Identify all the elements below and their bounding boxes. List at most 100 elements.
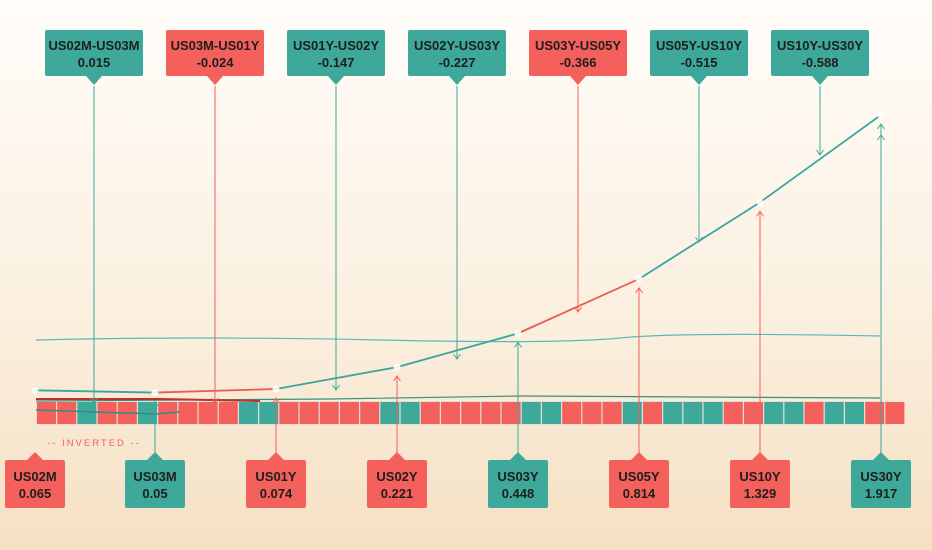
arrow-head [695,236,703,243]
label-box [851,460,911,508]
curve-point [877,111,885,119]
histogram-bar [461,402,481,424]
label-box [367,460,427,508]
histogram-bar [57,402,77,424]
histogram-bar [764,402,784,424]
inverted-label: -- INVERTED -- [47,438,141,449]
histogram-bar [723,402,743,424]
maturity-value: 1.917 [865,486,898,501]
spread-label: US02Y-US03Y -0.227 [408,30,506,85]
histogram-bar [582,402,602,424]
spread-label: US10Y-US30Y -0.588 [771,30,869,85]
histogram-bar [562,402,582,424]
label-pointer [268,452,284,460]
histogram-bar [643,402,662,424]
spread-name: US03Y-US05Y [535,38,621,53]
arrow-head [151,400,159,407]
maturity-name: US01Y [255,469,297,484]
histogram-bar [340,402,359,424]
label-box [529,30,627,76]
label-box [166,30,264,76]
spread-value: -0.024 [197,55,235,70]
label-pointer [27,452,43,460]
histogram-bar [77,402,97,424]
histogram-bar [198,402,218,424]
maturity-value: 0.05 [142,486,167,501]
spread-name: US03M-US01Y [171,38,260,53]
maturity-label: US10Y 1.329 [730,452,790,508]
arrow-head [393,375,401,382]
histogram-bar [663,402,683,424]
maturity-value: 0.448 [502,486,535,501]
label-box [488,460,548,508]
spread-value: 0.015 [78,55,111,70]
arrow-head [877,123,885,130]
spread-name: US01Y-US02Y [293,38,379,53]
label-pointer [510,452,526,460]
label-pointer [631,452,647,460]
histogram-bar [804,402,824,424]
histogram-bar [218,402,238,424]
maturity-name: US30Y [860,469,902,484]
maturity-label: US02M 0.065 [5,452,65,508]
arrow-head [514,341,522,348]
histogram-bar [824,402,844,424]
histogram-bar [178,402,198,424]
histogram-bar [542,402,561,424]
spread-name: US05Y-US10Y [656,38,742,53]
histogram-bar [744,402,763,424]
histogram-bar [622,402,642,424]
curve-point [756,198,764,206]
histogram-bar [845,402,864,424]
maturity-label: US02Y 0.221 [367,452,427,508]
arrow-head [877,134,885,141]
histogram-bar [683,402,703,424]
arrow-head [90,397,98,404]
curve-segment [34,389,156,394]
histogram-bar [400,402,420,424]
reference-line [36,398,261,402]
maturity-name: US03Y [497,469,539,484]
maturity-value: 0.221 [381,486,414,501]
spread-name: US02M-US03M [48,38,139,53]
spread-label: US03Y-US05Y -0.366 [529,30,627,85]
histogram-bar [380,402,400,424]
histogram-bar [885,402,905,424]
label-pointer [570,76,586,85]
histogram-bar [37,402,56,424]
histogram-bar [602,402,622,424]
curve-point [151,389,159,397]
label-box [771,30,869,76]
histogram-bar [521,402,541,424]
maturity-name: US03M [133,469,176,484]
connector-lines [90,86,885,460]
label-pointer [449,76,465,85]
histogram-bar [703,402,723,424]
arrow-head [816,149,824,156]
label-box [246,460,306,508]
maturity-label: US01Y 0.074 [246,452,306,508]
histogram-bar [865,402,885,424]
arrow-head [332,384,340,391]
label-box [650,30,748,76]
curve-point [393,363,401,371]
label-pointer [691,76,707,85]
maturity-label: US05Y 0.814 [609,452,669,508]
arrow-head [635,287,643,294]
label-box [730,460,790,508]
label-box [408,30,506,76]
histogram-bar [441,402,460,424]
label-pointer [86,76,102,85]
maturity-name: US02Y [376,469,418,484]
histogram-bar [420,402,440,424]
arrow-head [574,306,582,313]
label-box [5,460,65,508]
arrow-head [453,353,461,360]
histogram-bar [259,402,279,424]
spread-value: -0.147 [318,55,355,70]
spread-histogram [36,401,905,425]
maturity-value: 1.329 [744,486,777,501]
histogram-bar [299,402,319,424]
label-box [125,460,185,508]
